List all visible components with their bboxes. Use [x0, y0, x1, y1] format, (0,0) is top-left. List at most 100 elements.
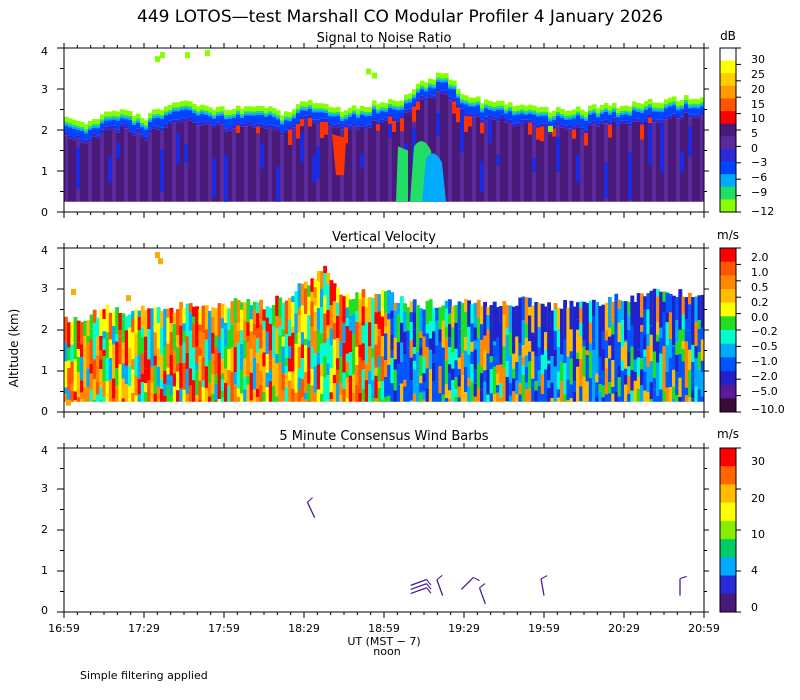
colorbar-swatch	[720, 330, 736, 345]
snr-cell	[172, 119, 177, 123]
velocity-cell	[361, 388, 366, 402]
snr-cell	[88, 127, 93, 130]
velocity-cell	[348, 299, 353, 316]
snr-cell	[288, 129, 293, 202]
snr-cell	[528, 111, 533, 114]
velocity-cell	[259, 324, 263, 349]
snr-cell	[580, 114, 585, 117]
velocity-cell	[640, 385, 644, 402]
velocity-cell	[579, 401, 583, 402]
velocity-cell	[425, 300, 430, 325]
velocity-cell	[473, 369, 478, 384]
velocity-cell	[262, 329, 267, 353]
velocity-cell	[214, 374, 219, 384]
velocity-cell	[307, 383, 311, 401]
colorbar-label: 4	[751, 564, 758, 577]
snr-cell	[648, 107, 653, 115]
snr-cell	[584, 132, 589, 202]
velocity-cell	[243, 389, 247, 402]
velocity-cell	[601, 304, 606, 331]
velocity-cell	[620, 346, 625, 361]
velocity-cell	[592, 372, 596, 398]
velocity-cell	[118, 312, 123, 330]
velocity-cell	[412, 360, 417, 370]
velocity-cell	[163, 395, 167, 402]
velocity-cell	[169, 323, 174, 332]
snr-cell	[564, 119, 569, 126]
snr-cell	[376, 124, 381, 131]
velocity-cell	[121, 342, 126, 364]
snr-cell	[116, 129, 121, 133]
y-tick-label: 0	[41, 405, 48, 418]
velocity-cell	[137, 316, 142, 331]
velocity-cell	[540, 393, 545, 402]
snr-cell	[68, 118, 73, 124]
snr-cell	[288, 126, 293, 130]
velocity-cell	[73, 400, 78, 402]
velocity-cell	[236, 330, 241, 343]
snr-cell	[648, 105, 653, 108]
velocity-cell	[537, 327, 542, 348]
snr-cell	[420, 95, 425, 100]
velocity-cell	[291, 332, 295, 347]
snr-cell	[444, 73, 449, 78]
velocity-cell	[153, 381, 158, 394]
snr-cell	[208, 124, 213, 202]
velocity-cell	[208, 310, 212, 339]
snr-cell	[596, 117, 601, 124]
velocity-cell	[99, 400, 103, 402]
snr-cell	[488, 100, 493, 106]
velocity-panel-title: Vertical Velocity	[332, 230, 436, 245]
snr-cell	[236, 112, 241, 115]
x-axis-label: UT (MST − 7)	[347, 635, 420, 648]
snr-cell	[504, 122, 509, 202]
velocity-cell	[630, 370, 635, 391]
velocity-cell	[556, 322, 561, 330]
velocity-cell	[236, 364, 241, 389]
velocity-cell	[240, 393, 244, 402]
snr-cell	[408, 102, 413, 109]
velocity-cell	[208, 338, 212, 361]
velocity-cell	[393, 310, 398, 338]
snr-cell	[700, 102, 704, 105]
snr-cell	[268, 115, 273, 125]
velocity-cell	[345, 371, 350, 378]
snr-cell	[72, 128, 77, 138]
velocity-cell	[483, 381, 487, 402]
snr-cell	[620, 110, 625, 113]
colorbar-swatch	[720, 148, 736, 163]
snr-cell	[304, 101, 309, 107]
snr-cell	[680, 151, 685, 173]
velocity-cell	[611, 301, 615, 324]
velocity-cell	[681, 329, 686, 342]
velocity-cell	[409, 312, 414, 323]
velocity-cell	[268, 324, 273, 351]
velocity-cell	[467, 326, 471, 355]
velocity-cell	[297, 283, 302, 308]
velocity-cell	[624, 301, 628, 341]
snr-cell	[216, 113, 221, 116]
snr-cell	[288, 117, 293, 120]
velocity-cell	[675, 320, 679, 343]
snr-cell	[320, 108, 325, 111]
snr-cell	[384, 110, 389, 113]
snr-cell	[324, 112, 329, 119]
snr-cell	[604, 102, 609, 108]
velocity-cell	[358, 344, 363, 358]
velocity-cell	[579, 307, 583, 323]
snr-cell	[344, 124, 349, 128]
velocity-cell	[182, 330, 187, 343]
velocity-cell	[236, 342, 241, 365]
velocity-cell	[172, 350, 177, 374]
velocity-cell	[608, 358, 612, 383]
colorbar-swatch	[720, 357, 736, 372]
snr-cell	[68, 125, 73, 128]
snr-cell	[636, 118, 641, 122]
velocity-cell	[304, 281, 308, 289]
snr-cell	[196, 113, 201, 116]
velocity-cell	[240, 302, 244, 310]
velocity-cell	[633, 357, 638, 372]
velocity-cell	[313, 330, 318, 338]
velocity-cell	[198, 370, 203, 381]
velocity-cell	[387, 337, 391, 365]
